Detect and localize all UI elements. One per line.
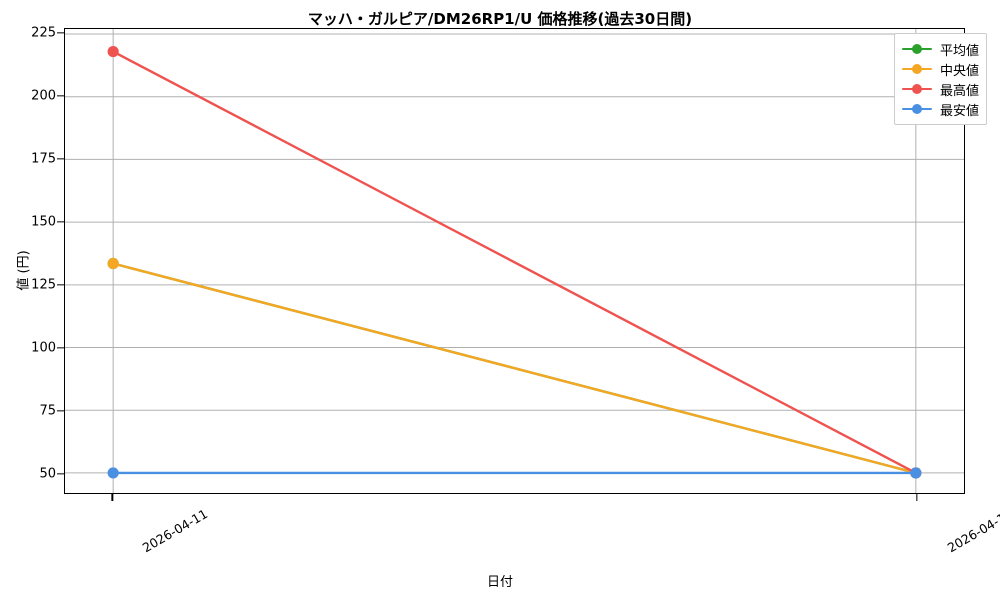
y-axis-tick-mark — [57, 347, 64, 349]
x-axis-tick-mark — [111, 494, 113, 501]
chart-legend[interactable]: 平均値中央値最高値最安値 — [893, 33, 987, 125]
x-axis-tick-label: 2026-04-12 — [944, 506, 1000, 556]
y-axis-tick-label: 200 — [31, 88, 56, 104]
y-axis-tick-mark — [57, 473, 64, 475]
y-axis-label: 値 (円) — [16, 250, 32, 291]
series-line — [111, 50, 918, 475]
legend-label: 平均値 — [939, 43, 979, 59]
series-lines — [107, 45, 922, 479]
x-axis-label: 日付 — [486, 575, 513, 590]
legend-swatch-icon — [901, 62, 932, 76]
legend-dot-icon — [911, 64, 922, 74]
y-axis-tick-mark — [57, 221, 64, 223]
series-line — [111, 262, 918, 475]
data-point-marker — [107, 45, 119, 58]
data-point-marker — [107, 257, 119, 270]
data-point-marker — [107, 467, 119, 479]
y-axis-tick-mark — [57, 284, 64, 286]
legend-swatch-icon — [901, 42, 932, 56]
y-axis-tick-label: 175 — [31, 151, 56, 167]
y-axis-tick-label: 75 — [39, 403, 56, 419]
y-axis-tick-label: 50 — [39, 466, 56, 482]
y-axis-tick-label: 100 — [31, 340, 56, 356]
y-axis-tick-label: 225 — [31, 25, 56, 41]
y-axis-tick-mark — [57, 158, 64, 160]
y-axis-tick-label: 150 — [31, 214, 56, 230]
plot-area — [64, 28, 965, 494]
legend-label: 中央値 — [939, 63, 979, 79]
legend-dot-icon — [911, 84, 922, 94]
x-axis-tick-label: 2026-04-11 — [139, 506, 211, 556]
legend-item-1[interactable]: 平均値 — [901, 39, 979, 59]
data-point-marker — [910, 467, 922, 479]
legend-label: 最安値 — [939, 103, 979, 119]
y-axis-tick-label: 125 — [31, 277, 56, 293]
legend-item-4[interactable]: 最安値 — [901, 99, 979, 119]
legend-item-2[interactable]: 中央値 — [901, 59, 979, 79]
chart-title: マッハ・ガルピア/DM26RP1/U 価格推移(過去30日間) — [307, 10, 693, 28]
legend-label: 最高値 — [939, 83, 979, 99]
legend-dot-icon — [911, 104, 922, 114]
legend-item-3[interactable]: 最高値 — [901, 79, 979, 99]
y-axis-tick-mark — [57, 32, 64, 34]
y-axis-tick-mark — [57, 95, 64, 97]
y-axis-tick-mark — [57, 410, 64, 412]
legend-swatch-icon — [901, 102, 932, 116]
legend-swatch-icon — [901, 82, 932, 96]
legend-dot-icon — [911, 44, 922, 54]
x-axis-tick-mark — [916, 494, 918, 501]
